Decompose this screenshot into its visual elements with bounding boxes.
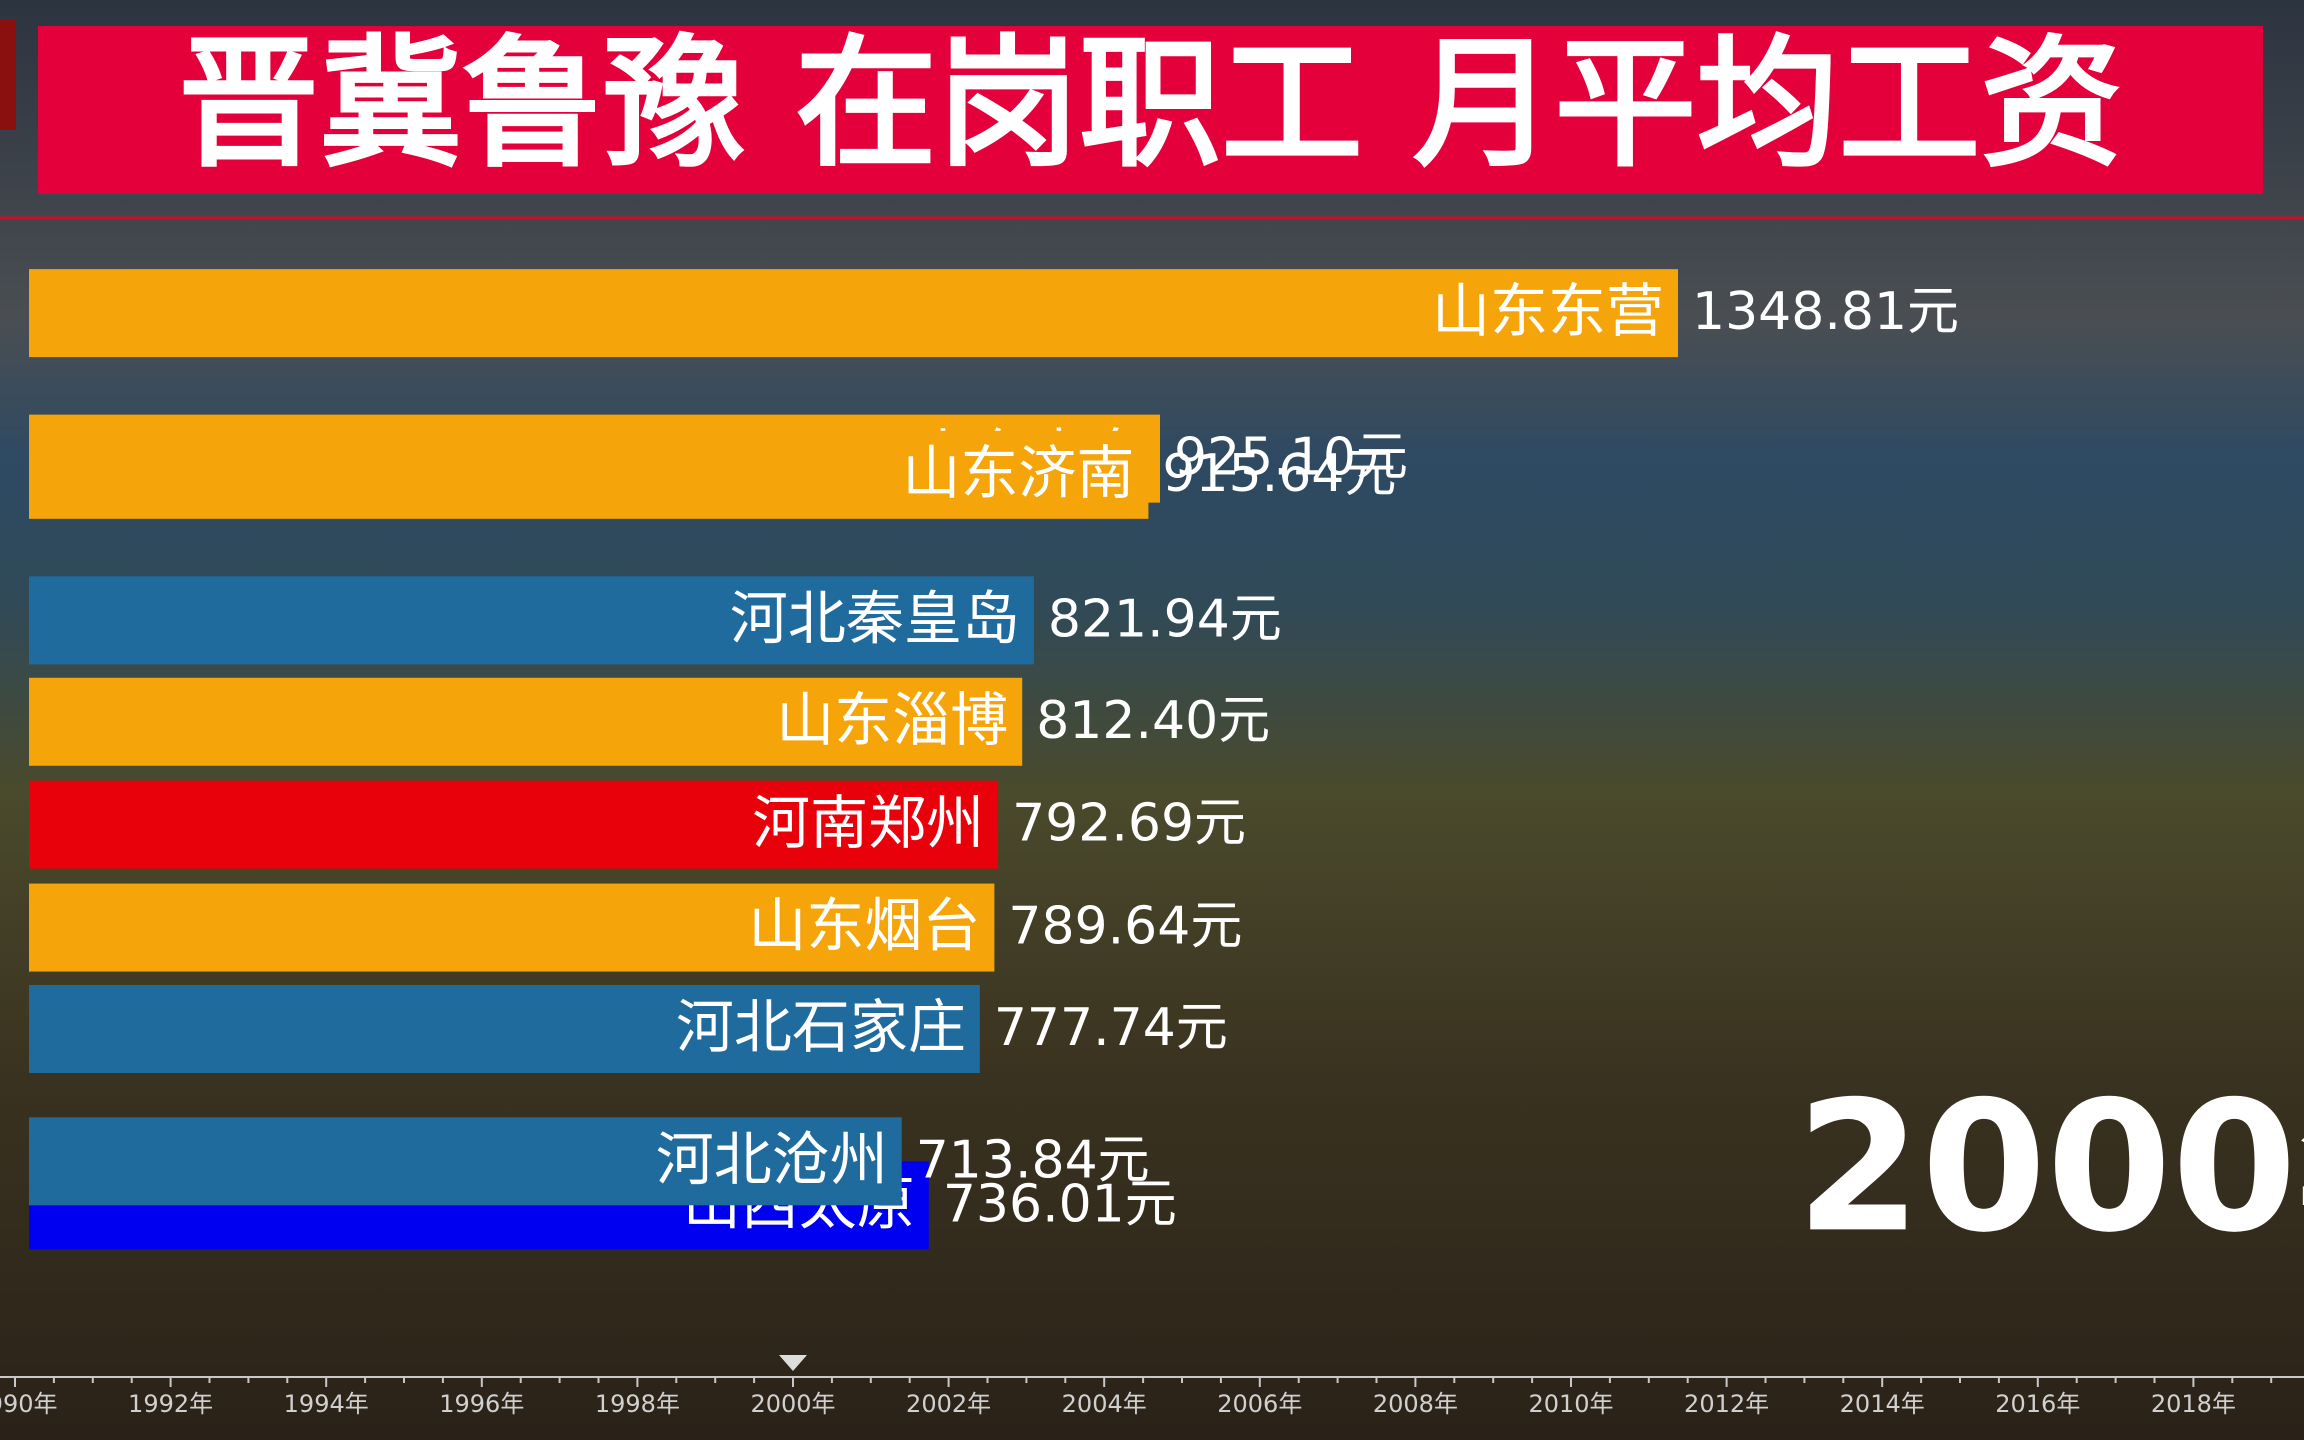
bar-label: 河北沧州 (656, 1125, 888, 1193)
value-label: 792.69元 (1012, 794, 1246, 854)
bar (29, 985, 980, 1073)
value-label: 713.84元 (916, 1130, 1150, 1190)
value-label: 777.74元 (994, 998, 1228, 1058)
value-label: 925.10元 (1174, 428, 1408, 488)
timeline-label: 1998年 (595, 1390, 680, 1418)
timeline-label: 2012年 (1684, 1390, 1769, 1418)
bar (29, 1117, 902, 1206)
bar-label: 河南郑州 (752, 789, 984, 857)
timeline-label: 1994年 (284, 1390, 369, 1418)
bar-label: 山东淄博 (776, 686, 1008, 754)
timeline-label: 2000年 (750, 1390, 835, 1418)
bar (29, 883, 995, 972)
bar-label: 河北秦皇岛 (730, 584, 1020, 652)
timeline-label: 2016年 (1995, 1390, 2080, 1418)
bar (29, 780, 999, 869)
timeline: 1990年 1992年 1994年 1996年 1998年 2000年 2002年 2004年… (0, 1355, 2304, 1418)
timeline-label: 1996年 (439, 1390, 524, 1418)
bar (29, 576, 1034, 665)
timeline-label: 2002年 (906, 1390, 991, 1418)
timeline-pointer (779, 1355, 807, 1371)
title-banner (38, 26, 2263, 194)
bars: 山东东营1348.81元山东青岛925.10元山东济南915.64元河北秦皇岛8… (29, 269, 1959, 1250)
timeline-label: 1990年 (0, 1390, 58, 1418)
timeline-label: 2008年 (1373, 1390, 1458, 1418)
bar-label: 河北石家庄 (676, 993, 966, 1061)
bar-label: 山东东营 (1432, 277, 1664, 345)
bar (29, 677, 1023, 766)
value-label: 812.40元 (1036, 691, 1270, 751)
value-label: 789.64元 (1008, 897, 1242, 957)
timeline-label: 1992年 (128, 1390, 213, 1418)
value-label: 915.64元 (1162, 444, 1396, 504)
timeline-label: 2010年 (1528, 1390, 1613, 1418)
current-year: 2000年 (1796, 1063, 2304, 1272)
seal (0, 20, 16, 130)
value-label: 736.01元 (943, 1174, 1177, 1234)
value-label: 1348.81元 (1692, 282, 1959, 342)
bar-label: 山东济南 (902, 439, 1134, 507)
value-label: 821.94元 (1048, 589, 1282, 649)
timeline-label: 2004年 (1062, 1390, 1147, 1418)
timeline-label: 2014年 (1840, 1390, 1925, 1418)
bar (29, 430, 1149, 519)
bar-label: 山东烟台 (748, 892, 980, 960)
bar (29, 269, 1678, 358)
timeline-label: 2018年 (2151, 1390, 2236, 1418)
chart-title: 晋冀鲁豫 在岗职工 月平均工资 (178, 22, 2123, 187)
timeline-label: 2006年 (1217, 1390, 1302, 1418)
